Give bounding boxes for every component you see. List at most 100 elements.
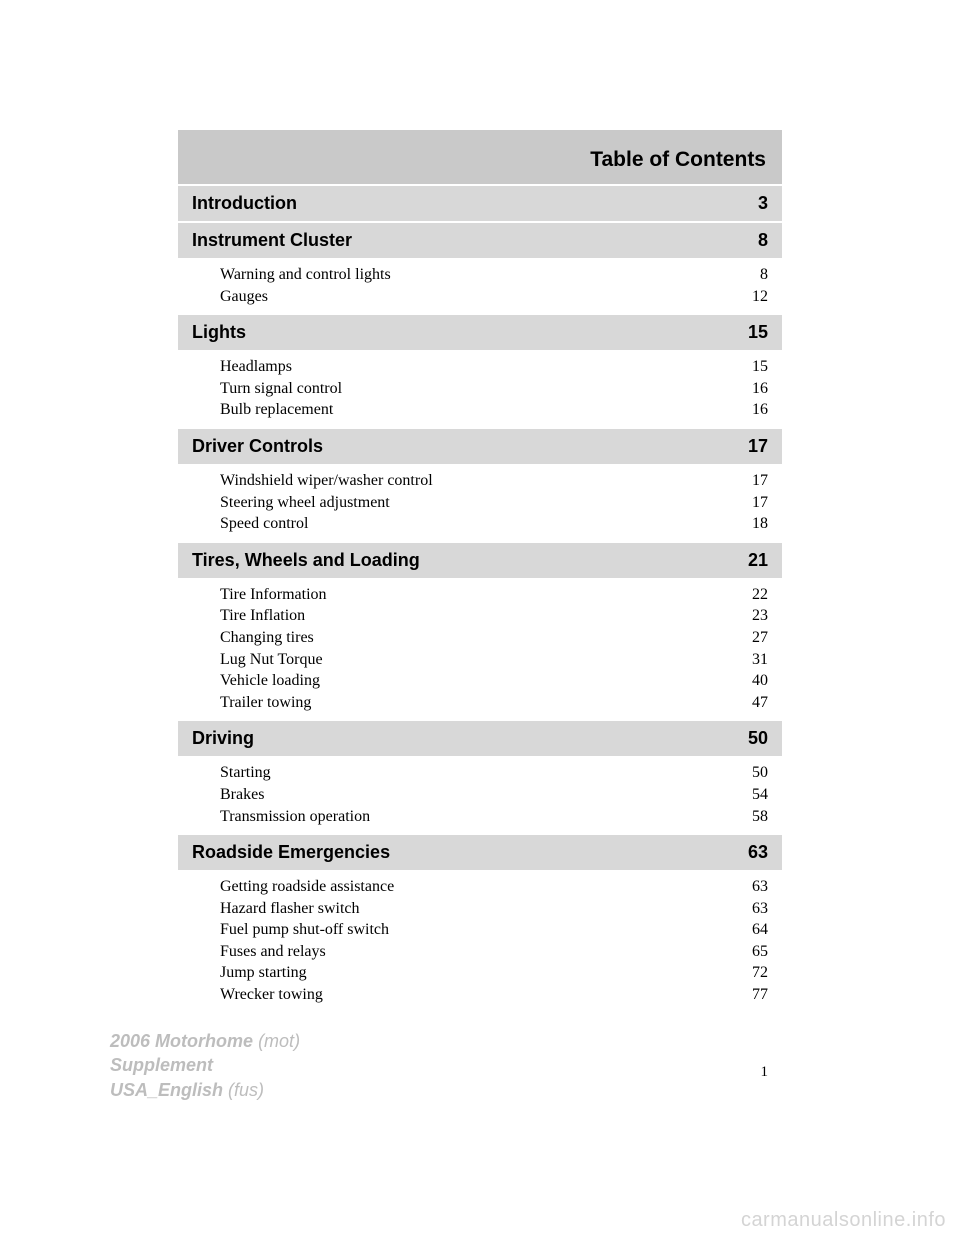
sub-item-label: Transmission operation: [220, 806, 370, 828]
toc-sub-row: Bulb replacement16: [220, 399, 768, 421]
toc-sub-row: Getting roadside assistance 63: [220, 876, 768, 898]
sub-item-page: 22: [752, 584, 768, 606]
toc-sub-row: Fuel pump shut-off switch 64: [220, 919, 768, 941]
sub-item-label: Brakes: [220, 784, 264, 806]
toc-sub-row: Gauges 12: [220, 286, 768, 308]
sub-item-label: Trailer towing: [220, 692, 311, 714]
sub-item-page: 16: [752, 378, 768, 400]
toc-sub-row: Fuses and relays 65: [220, 941, 768, 963]
toc-sub-list: Windshield wiper/washer control17Steerin…: [178, 466, 782, 543]
section-title: Lights: [192, 322, 246, 343]
toc-sub-row: Trailer towing 47: [220, 692, 768, 714]
sub-item-page: 23: [752, 605, 768, 627]
toc-sub-row: Vehicle loading 40: [220, 670, 768, 692]
toc-sub-row: Steering wheel adjustment17: [220, 492, 768, 514]
section-page: 3: [758, 193, 768, 214]
doc-footer: 2006 Motorhome (mot) Supplement USA_Engl…: [110, 1029, 300, 1102]
toc-sub-row: Wrecker towing 77: [220, 984, 768, 1006]
toc-sub-list: Warning and control lights 8 Gauges 12: [178, 260, 782, 315]
sub-item-page: 72: [752, 962, 768, 984]
sub-item-page: 63: [752, 898, 768, 920]
sub-item-page: 17: [752, 470, 768, 492]
toc-sub-row: Tire Information 22: [220, 584, 768, 606]
footer-line1-bold: 2006 Motorhome: [110, 1031, 253, 1051]
sub-item-label: Lug Nut Torque: [220, 649, 323, 671]
sub-item-page: 31: [752, 649, 768, 671]
toc-sub-row: Headlamps15: [220, 356, 768, 378]
toc-section-header: Roadside Emergencies 63: [178, 835, 782, 870]
sub-item-label: Windshield wiper/washer control: [220, 470, 433, 492]
footer-line1-ital: (mot): [258, 1031, 300, 1051]
toc-sub-list: Getting roadside assistance63Hazard flas…: [178, 872, 782, 1014]
sub-item-page: 8: [760, 264, 768, 286]
sub-item-label: Headlamps: [220, 356, 292, 378]
footer-line2-bold: Supplement: [110, 1055, 213, 1075]
toc-header: Table of Contents: [178, 130, 782, 184]
toc-title: Table of Contents: [590, 148, 766, 171]
sub-item-label: Fuel pump shut-off switch: [220, 919, 389, 941]
section-title: Introduction: [192, 193, 297, 214]
sub-item-label: Turn signal control: [220, 378, 342, 400]
footer-line3-bold: USA_English: [110, 1080, 223, 1100]
sub-item-label: Tire Inflation: [220, 605, 305, 627]
sub-item-label: Jump starting: [220, 962, 307, 984]
toc-section-header: Introduction 3: [178, 186, 782, 221]
sub-item-page: 63: [752, 876, 768, 898]
section-page: 63: [748, 842, 768, 863]
sub-item-label: Starting: [220, 762, 271, 784]
page-content: Table of Contents Introduction 3 Instrumen…: [0, 0, 960, 1081]
sub-item-page: 40: [752, 670, 768, 692]
section-title: Instrument Cluster: [192, 230, 352, 251]
sub-item-page: 65: [752, 941, 768, 963]
section-title: Tires, Wheels and Loading: [192, 550, 420, 571]
toc-sub-list: Starting50Brakes54Transmission operation…: [178, 758, 782, 835]
sub-item-page: 12: [752, 286, 768, 308]
sub-item-page: 77: [752, 984, 768, 1006]
toc-sub-list: Headlamps15Turn signal control16Bulb rep…: [178, 352, 782, 429]
toc-sub-row: Speed control 18: [220, 513, 768, 535]
toc-sub-row: Lug Nut Torque 31: [220, 649, 768, 671]
section-title: Roadside Emergencies: [192, 842, 390, 863]
sub-item-label: Bulb replacement: [220, 399, 333, 421]
section-page: 8: [758, 230, 768, 251]
toc-sub-row: Transmission operation 58: [220, 806, 768, 828]
toc-sub-row: Tire Inflation 23: [220, 605, 768, 627]
toc-sub-row: Jump starting 72: [220, 962, 768, 984]
toc-section-header: Tires, Wheels and Loading 21: [178, 543, 782, 578]
toc-sub-list: Tire Information22Tire Inflation23Changi…: [178, 580, 782, 722]
sub-item-page: 64: [752, 919, 768, 941]
toc-sections: Introduction3Instrument Cluster8Warning …: [178, 186, 782, 1014]
toc-section-header: Driver Controls 17: [178, 429, 782, 464]
toc-sub-row: Turn signal control 16: [220, 378, 768, 400]
sub-item-page: 58: [752, 806, 768, 828]
toc-sub-row: Starting 50: [220, 762, 768, 784]
sub-item-page: 27: [752, 627, 768, 649]
sub-item-label: Warning and control lights: [220, 264, 391, 286]
toc-sub-row: Warning and control lights 8: [220, 264, 768, 286]
sub-item-label: Wrecker towing: [220, 984, 323, 1006]
toc-sub-row: Hazard flasher switch 63: [220, 898, 768, 920]
footer-line3-ital: (fus): [228, 1080, 264, 1100]
section-title: Driver Controls: [192, 436, 323, 457]
sub-item-label: Getting roadside assistance: [220, 876, 394, 898]
sub-item-page: 47: [752, 692, 768, 714]
section-page: 50: [748, 728, 768, 749]
sub-item-label: Speed control: [220, 513, 308, 535]
section-title: Driving: [192, 728, 254, 749]
toc-sub-row: Brakes 54: [220, 784, 768, 806]
toc-sub-row: Changing tires 27: [220, 627, 768, 649]
sub-item-label: Tire Information: [220, 584, 327, 606]
sub-item-label: Fuses and relays: [220, 941, 326, 963]
sub-item-label: Steering wheel adjustment: [220, 492, 390, 514]
sub-item-page: 50: [752, 762, 768, 784]
section-page: 17: [748, 436, 768, 457]
sub-item-page: 18: [752, 513, 768, 535]
sub-item-page: 54: [752, 784, 768, 806]
sub-item-label: Vehicle loading: [220, 670, 320, 692]
sub-item-label: Changing tires: [220, 627, 314, 649]
section-page: 21: [748, 550, 768, 571]
toc-section-header: Driving 50: [178, 721, 782, 756]
sub-item-label: Gauges: [220, 286, 268, 308]
toc-sub-row: Windshield wiper/washer control 17: [220, 470, 768, 492]
sub-item-label: Hazard flasher switch: [220, 898, 360, 920]
